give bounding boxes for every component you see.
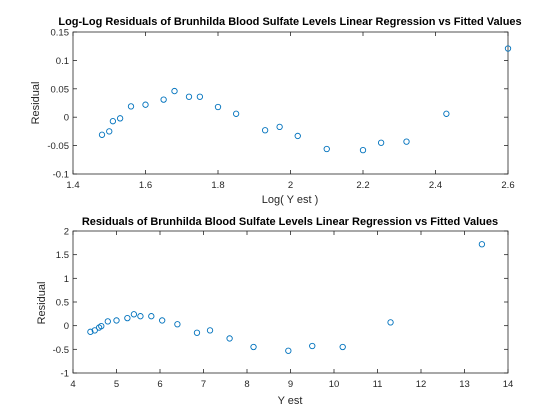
top-plot-x-tick-label: 1.4 <box>66 180 79 191</box>
top-plot-data-point <box>127 103 135 110</box>
bottom-plot-y-tick-label: 0 <box>64 321 69 332</box>
top-plot-data-point <box>142 101 149 108</box>
top-plot-data-point <box>171 87 178 95</box>
top-plot-data-point <box>160 96 167 103</box>
top-plot-data-point <box>294 132 301 140</box>
bottom-plot-x-axis-label: Y est <box>278 395 303 407</box>
top-plot-data-point <box>106 128 113 135</box>
bottom-plot-data-point <box>309 342 316 350</box>
top-plot-y-tick-label: -0.05 <box>47 141 69 152</box>
top-plot-x-tick-label: 2 <box>288 180 293 191</box>
top-plot-axes-box <box>72 31 509 175</box>
top-plot-data-point <box>504 45 512 52</box>
bottom-plot-x-tick-label: 14 <box>503 379 514 390</box>
top-plot-y-tick-label: 0.1 <box>56 56 69 67</box>
bottom-plot-data-point <box>478 241 486 248</box>
bottom-plot-y-tick-label: 1.5 <box>56 250 69 261</box>
top-plot-x-tick-label: 1.6 <box>139 180 152 191</box>
bottom-plot-title: Residuals of Brunhilda Blood Sulfate Lev… <box>82 216 498 228</box>
bottom-plot-data-point <box>137 313 144 320</box>
bottom-plot-x-tick-label: 12 <box>416 379 427 390</box>
top-plot-data-point <box>403 138 410 145</box>
top-plot-y-tick-label: 0 <box>64 113 69 124</box>
bottom-plot-data-point <box>159 317 166 324</box>
bottom-plot-data-point <box>104 318 111 325</box>
bottom-plot-y-tick-label: 1 <box>64 274 69 285</box>
top-plot-data-point <box>214 103 222 111</box>
top-plot-data-point <box>98 131 106 138</box>
bottom-plot-x-tick-label: 10 <box>329 379 340 390</box>
bottom-plot-data-point <box>250 343 257 351</box>
top-plot-data-point <box>109 118 117 125</box>
bottom-plot-x-tick-label: 6 <box>157 379 162 390</box>
bottom-plot-data-point <box>285 347 292 354</box>
bottom-plot-data-point <box>193 329 201 336</box>
top-plot-y-tick-label: 0.15 <box>51 28 70 39</box>
bottom-plot-x-tick-label: 7 <box>201 379 206 390</box>
bottom-plot-x-tick-label: 8 <box>244 379 249 390</box>
bottom-plot-x-tick-label: 13 <box>459 379 470 390</box>
bottom-plot-y-axis-label: Residual <box>36 282 48 325</box>
bottom-plot-data-point <box>148 313 155 320</box>
top-plot-data-point <box>443 110 450 117</box>
bottom-plot-y-tick-label: -0.5 <box>53 345 69 356</box>
bottom-plot-data-point <box>387 319 394 326</box>
top-plot-data-point <box>261 127 269 134</box>
top-plot-data-point <box>232 110 240 117</box>
top-plot-y-tick-label: -0.1 <box>53 170 69 181</box>
bottom-plot-data-point <box>226 335 233 342</box>
bottom-plot-data-point <box>206 327 214 334</box>
top-plot-data-point <box>377 139 385 146</box>
bottom-plot-data-point <box>98 322 105 330</box>
bottom-plot-x-tick-label: 5 <box>114 379 119 390</box>
bottom-plot-y-tick-label: -1 <box>61 369 69 380</box>
top-plot-x-tick-label: 2.2 <box>356 180 369 191</box>
top-plot-y-axis-label: Residual <box>30 82 42 125</box>
bottom-plot-data-point <box>174 321 181 328</box>
bottom-plot-x-tick-label: 11 <box>373 379 383 390</box>
top-plot-data-point <box>185 93 193 100</box>
top-plot-x-tick-label: 2.4 <box>429 180 442 191</box>
top-plot-data-point <box>196 93 204 100</box>
bottom-plot-data-point <box>339 343 346 351</box>
bottom-plot-data-point <box>130 311 138 318</box>
bottom-plot-x-tick-label: 4 <box>70 379 75 390</box>
top-plot-title: Log-Log Residuals of Brunhilda Blood Sul… <box>58 16 521 28</box>
bottom-plot-y-tick-label: 2 <box>64 227 69 238</box>
bottom-plot-x-tick-label: 9 <box>288 379 293 390</box>
bottom-residual-plot: Residuals of Brunhilda Blood Sulfate Lev… <box>36 216 513 407</box>
bottom-plot-data-point <box>87 328 94 335</box>
top-plot-data-point <box>323 145 330 153</box>
bottom-plot-y-tick-label: 0.5 <box>56 298 69 309</box>
top-plot-y-tick-label: 0.05 <box>51 84 70 95</box>
top-plot-x-tick-label: 1.8 <box>211 180 224 191</box>
top-residual-plot: Log-Log Residuals of Brunhilda Blood Sul… <box>30 16 522 206</box>
bottom-plot-data-point <box>124 314 131 322</box>
top-plot-x-axis-label: Log( Y est ) <box>262 194 318 206</box>
top-plot-x-tick-label: 2.6 <box>501 180 514 191</box>
top-plot-data-point <box>276 123 283 131</box>
top-plot-data-point <box>116 115 124 122</box>
top-plot-data-point <box>359 146 367 154</box>
bottom-plot-data-point <box>91 327 98 334</box>
bottom-plot-data-point <box>113 317 120 324</box>
